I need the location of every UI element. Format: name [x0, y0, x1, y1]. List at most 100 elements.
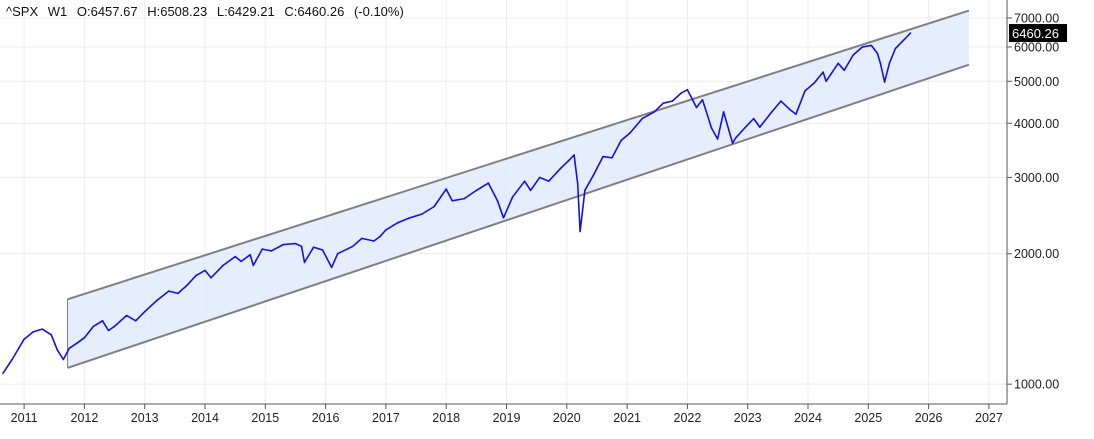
price-point [451, 200, 454, 202]
price-point [300, 245, 303, 248]
price-point [825, 80, 827, 83]
price-point [511, 196, 514, 198]
price-point [710, 127, 713, 129]
price-point [62, 358, 65, 361]
price-point [876, 52, 879, 55]
price-point [780, 100, 782, 102]
price-point [569, 158, 571, 161]
price-point [168, 290, 170, 292]
price-point [804, 90, 806, 92]
x-tick-label: 2026 [915, 411, 943, 425]
price-point [879, 62, 882, 65]
price-point [909, 32, 912, 34]
price-point [252, 264, 255, 267]
x-tick-label: 2014 [191, 411, 219, 425]
price-point [433, 205, 436, 208]
x-tick-label: 2022 [674, 411, 702, 425]
price-point [686, 88, 689, 91]
x-tick-label: 2020 [553, 411, 581, 425]
y-tick-label: 5000.00 [1014, 75, 1059, 89]
price-point [538, 176, 541, 179]
price-point [240, 260, 242, 263]
price-point [177, 292, 179, 295]
price-point [352, 245, 354, 248]
price-point [101, 320, 104, 322]
price-point [584, 189, 586, 192]
price-point [671, 100, 674, 102]
price-point [303, 261, 306, 264]
price-point [547, 180, 550, 182]
price-point [579, 230, 581, 233]
x-tick-label: 2024 [794, 411, 822, 425]
price-point [523, 180, 526, 182]
price-point [463, 197, 466, 200]
x-tick-label: 2013 [131, 411, 159, 425]
price-point [186, 284, 188, 287]
x-tick-label: 2023 [734, 411, 762, 425]
y-tick-label: 3000.00 [1014, 171, 1059, 185]
price-point [573, 154, 575, 156]
x-tick-label: 2021 [613, 411, 641, 425]
x-tick-label: 2027 [975, 411, 1003, 425]
y-tick-label: 6000.00 [1014, 40, 1059, 54]
price-point [195, 274, 197, 277]
last-price-badge-bg [1009, 24, 1067, 43]
high-value: H:6508.23 [147, 4, 208, 19]
price-point [379, 235, 381, 238]
price-point [83, 336, 86, 339]
price-point [222, 264, 224, 267]
price-point [77, 341, 80, 344]
price-point [620, 139, 622, 142]
price-point [421, 213, 423, 215]
x-tick-label: 2011 [11, 411, 38, 425]
price-series-line [2, 32, 912, 374]
x-tick-label: 2016 [312, 411, 340, 425]
price-point [32, 331, 34, 333]
close-value: C:6460.26 [284, 4, 345, 19]
price-point [680, 92, 683, 94]
y-tick-label: 1000.00 [1014, 378, 1059, 392]
price-point [270, 250, 273, 252]
price-point [321, 249, 324, 251]
price-point [41, 328, 43, 330]
price-point [641, 117, 643, 120]
price-point [662, 102, 665, 104]
series-layer [2, 32, 912, 375]
price-point [629, 132, 631, 134]
price-point [611, 157, 613, 159]
price-point [134, 320, 137, 322]
price-point [249, 253, 251, 256]
price-point [795, 113, 797, 115]
y-tick-label: 7000.00 [1014, 11, 1059, 25]
ohlc-header: ^SPX W1 O:6457.67 H:6508.23 L:6429.21 C:… [6, 4, 410, 19]
last-price-badge: 6460.26 [1009, 24, 1067, 43]
x-tick-label: 2019 [493, 411, 521, 425]
price-point [261, 248, 264, 250]
price-point [752, 117, 755, 120]
price-point [92, 325, 95, 328]
price-point [282, 243, 285, 246]
price-point [113, 325, 116, 328]
price-point [731, 142, 734, 144]
price-point [843, 69, 845, 72]
channel-lower-line [67, 63, 970, 369]
price-point [894, 47, 897, 50]
price-point [234, 255, 236, 258]
price-point [125, 314, 128, 317]
price-point [475, 189, 478, 192]
price-point [143, 310, 146, 313]
x-tick-label: 2025 [854, 411, 882, 425]
x-tick-label: 2017 [372, 411, 400, 425]
price-point [385, 229, 387, 231]
axes: 2011 2012 2013 2014 2015 2016 2017 2018 2019 2020… [0, 0, 1059, 425]
price-point [445, 188, 448, 190]
price-point [883, 81, 886, 83]
channel-upper-line [67, 9, 970, 301]
price-point [11, 358, 13, 361]
price-point [722, 111, 725, 113]
price-point [361, 237, 363, 240]
price-point [701, 99, 704, 101]
price-point [50, 334, 53, 336]
